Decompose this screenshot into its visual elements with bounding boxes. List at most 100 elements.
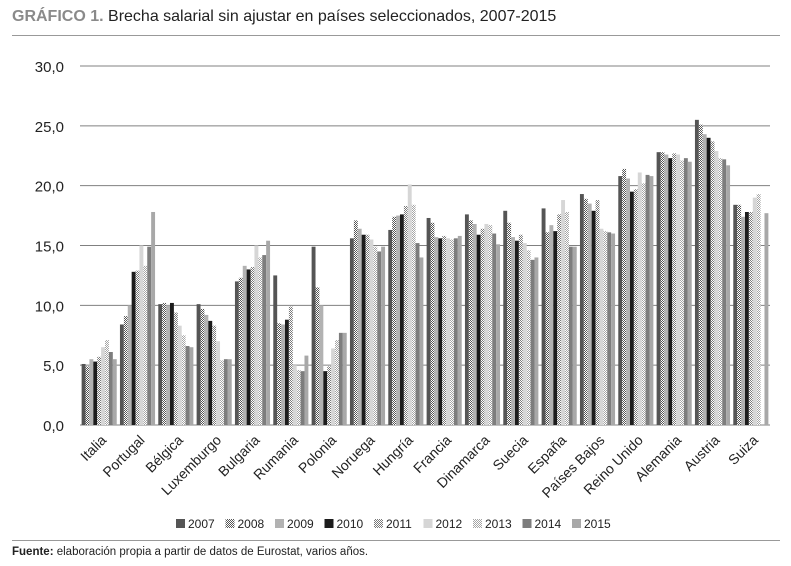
bar-2011	[97, 356, 102, 425]
bar-2008	[123, 316, 128, 425]
y-tick-label: 0,0	[43, 418, 64, 435]
bar-2012	[561, 200, 566, 425]
bar-2013	[603, 231, 608, 425]
bar-2010	[246, 269, 251, 425]
bar-2009	[741, 216, 745, 425]
bar-2014	[415, 243, 420, 425]
bar-2013	[641, 183, 646, 425]
source-text: elaboración propia a partir de datos de …	[56, 546, 369, 558]
bar-2010	[438, 238, 443, 425]
legend-label: 2007	[188, 517, 215, 531]
bar-2014	[492, 233, 497, 425]
bar-2011	[212, 325, 217, 425]
bar-2008	[507, 222, 512, 425]
bar-2008	[660, 152, 665, 425]
legend-label: 2015	[584, 517, 611, 531]
x-tick-label: Austria	[680, 432, 722, 474]
bar-2014	[262, 255, 267, 425]
bar-2009	[549, 225, 554, 425]
bar-2009	[587, 203, 592, 425]
source-note: Fuente: elaboración propia a partir de d…	[12, 546, 368, 558]
bar-2014	[453, 238, 458, 425]
bar-2011	[403, 206, 408, 425]
bar-2011	[480, 228, 485, 425]
bar-2015	[419, 257, 424, 425]
bar-2009	[702, 134, 707, 425]
legend-swatch	[275, 519, 284, 528]
bar-2010	[131, 271, 136, 425]
bar-2007	[733, 204, 738, 425]
bar-2015	[496, 244, 501, 425]
bar-2012	[522, 243, 527, 425]
legend-swatch	[473, 519, 482, 528]
bar-2014	[683, 158, 688, 426]
y-tick-label: 20,0	[35, 179, 64, 196]
bar-2011	[135, 270, 140, 425]
bar-2008	[238, 277, 243, 425]
bar-2015	[726, 165, 731, 425]
bar-2007	[426, 217, 431, 425]
bar-2014	[108, 352, 113, 425]
bar-2009	[89, 359, 94, 425]
bar-2007	[273, 275, 278, 425]
bar-2012	[292, 365, 297, 425]
title-rule	[12, 35, 780, 36]
bar-2013	[450, 239, 454, 425]
y-tick-label: 25,0	[35, 119, 64, 136]
bar-2014	[377, 251, 382, 425]
bar-2010	[744, 211, 749, 425]
bar-2007	[196, 304, 201, 425]
bar-2007	[579, 194, 584, 425]
source-label: Fuente:	[12, 546, 54, 558]
bar-2015	[572, 246, 577, 425]
bar-2011	[595, 200, 600, 425]
bar-2015	[227, 359, 232, 425]
bar-2015	[457, 235, 462, 425]
bar-2011	[173, 312, 178, 425]
bar-2015	[649, 176, 654, 425]
legend-swatch	[176, 519, 185, 528]
bar-2007	[694, 119, 699, 425]
bar-2008	[315, 287, 320, 425]
bar-2013	[756, 194, 761, 425]
bar-2008	[698, 124, 703, 426]
bar-2010	[591, 210, 596, 425]
legend-label: 2013	[485, 517, 512, 531]
bar-2015	[304, 355, 309, 425]
bar-2012	[139, 245, 144, 425]
bar-2008	[545, 232, 550, 425]
bar-2009	[664, 154, 669, 425]
bar-2015	[112, 359, 117, 425]
x-tick-label: Noruega	[328, 432, 377, 481]
x-tick-label: Hungría	[369, 432, 416, 479]
bar-2012	[637, 172, 642, 425]
legend-item: 2015	[572, 517, 611, 531]
bar-2010	[476, 234, 481, 425]
legend-label: 2010	[337, 517, 364, 531]
bar-2012	[216, 341, 221, 425]
bar-2010	[514, 240, 519, 425]
legend-swatch	[324, 519, 334, 528]
bar-2015	[534, 257, 539, 425]
legend-label: 2012	[436, 517, 463, 531]
x-tick-label: Suiza	[725, 432, 761, 468]
bar-2007	[464, 214, 469, 425]
bar-2008	[622, 168, 627, 425]
bar-2012	[446, 238, 451, 425]
bar-2013	[488, 225, 493, 425]
bar-2014	[530, 259, 535, 425]
bar-2012	[407, 184, 412, 425]
bar-2013	[373, 246, 378, 425]
bar-2010	[668, 158, 673, 426]
bar-2014	[223, 359, 228, 425]
bar-2010	[323, 371, 328, 425]
legend-item: 2011	[374, 517, 412, 531]
bar-2015	[151, 211, 156, 425]
bar-2010	[208, 320, 213, 425]
bar-2014	[722, 159, 727, 425]
bar-2008	[583, 198, 588, 425]
legend-label: 2009	[287, 517, 314, 531]
legend-swatch	[374, 519, 383, 528]
bar-2008	[162, 302, 167, 425]
bar-2007	[234, 281, 239, 425]
